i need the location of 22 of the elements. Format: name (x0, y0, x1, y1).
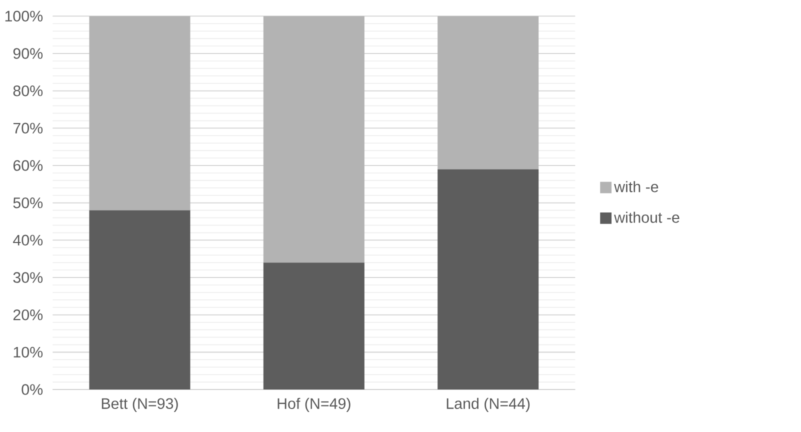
bar (89, 16, 190, 210)
bar (263, 16, 364, 262)
x-tick-label: Bett (N=93) (102, 398, 178, 412)
legend-label: with -e (614, 180, 658, 192)
y-tick-label: 0% (22, 384, 43, 395)
y-tick-label: 80% (13, 85, 43, 96)
y-tick-label: 100% (5, 10, 43, 22)
bar (438, 16, 539, 170)
legend-label: without -e (614, 212, 680, 223)
y-tick-label: 40% (13, 234, 43, 246)
x-tick-label: Hof (N=49) (278, 398, 350, 412)
y-tick-label: 70% (13, 122, 43, 134)
bar (89, 210, 190, 390)
y-tick-label: 30% (13, 272, 43, 283)
y-tick-label: 90% (13, 48, 43, 59)
bar (438, 169, 539, 390)
y-tick-label: 60% (13, 160, 43, 171)
y-tick-label: 10% (14, 346, 43, 358)
bar (263, 262, 364, 390)
x-tick-label: Land (N=44) (446, 398, 530, 412)
y-tick-label: 50% (13, 197, 43, 208)
y-tick-label: 20% (13, 309, 43, 320)
